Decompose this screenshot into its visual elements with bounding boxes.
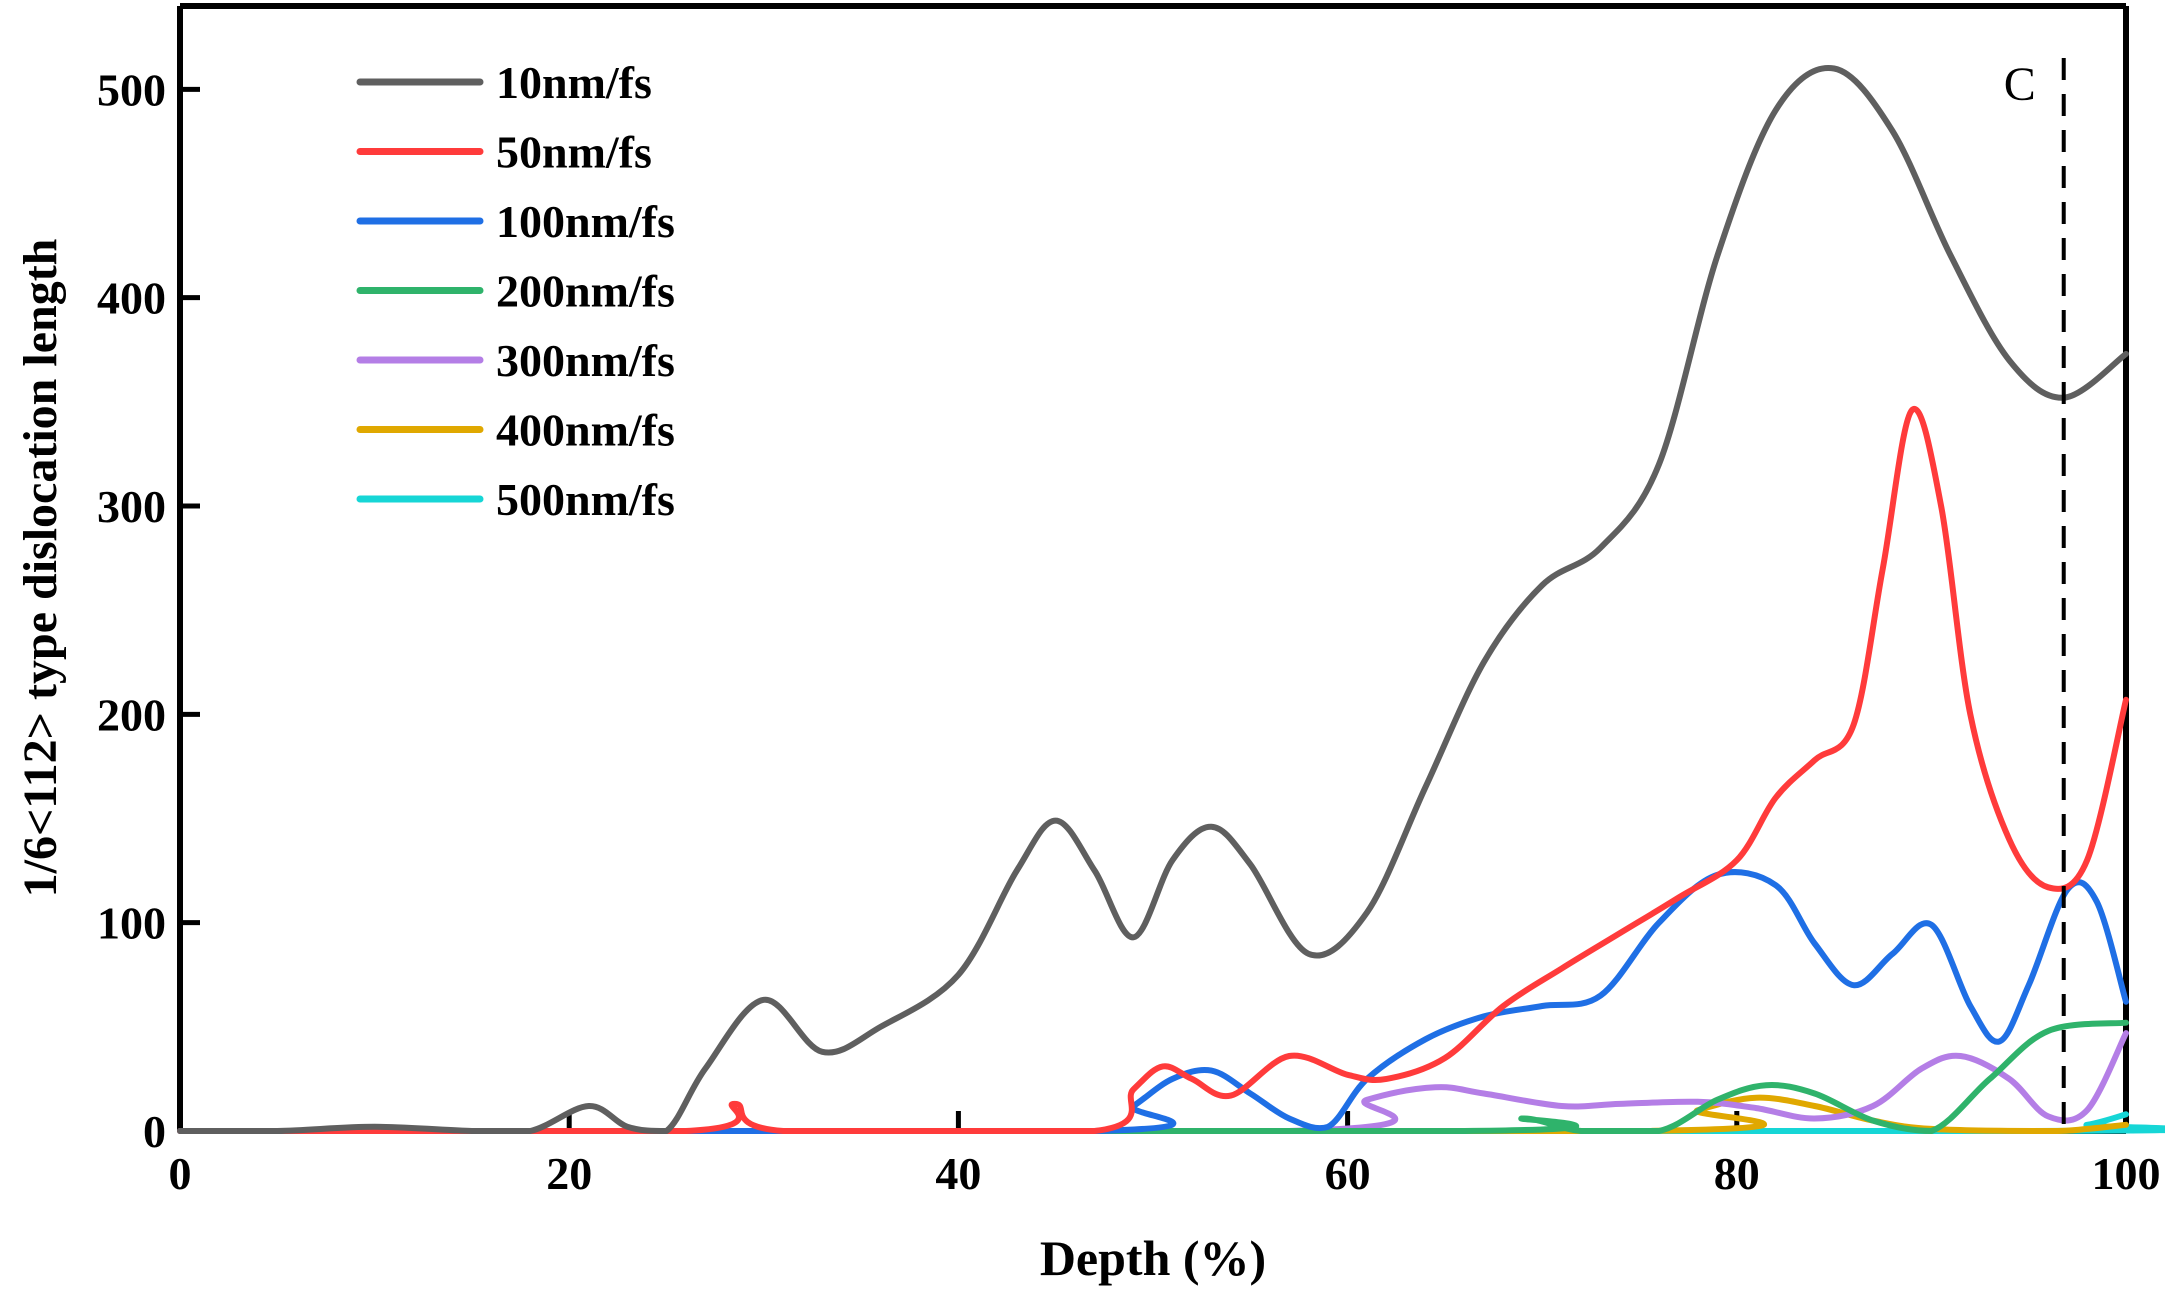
y-tick-label: 200 [97,689,166,740]
x-tick-label: 20 [546,1148,592,1199]
series-line-200nm-fs [177,1019,2129,1135]
series-layer [177,64,2165,1135]
legend-label: 10nm/fs [496,57,652,108]
legend: 10nm/fs 50nm/fs 100nm/fs 200nm/fs 300nm/fs 40… [356,57,675,525]
series-line-10nm-fs [177,64,2129,1135]
legend-label: 500nm/fs [496,474,675,525]
y-tick-label: 300 [97,481,166,532]
y-tick-label: 0 [143,1106,166,1157]
x-tick-label: 40 [935,1148,981,1199]
x-tick-label: 80 [1714,1148,1760,1199]
x-axis-title: Depth (%) [1040,1230,1266,1286]
y-tick-label: 400 [97,273,166,324]
legend-label: 300nm/fs [496,335,675,386]
legend-label: 200nm/fs [496,266,675,317]
legend-label: 400nm/fs [496,405,675,456]
y-axis-title: 1/6<112> type dislocation length [14,239,67,898]
y-tick-label: 500 [97,64,166,115]
annotation-label: C [2004,58,2036,111]
y-ticks: 0 100 200 300 400 500 [97,64,200,1157]
x-tick-label: 60 [1325,1148,1371,1199]
plot-frame [177,3,2129,1134]
y-tick-label: 100 [97,898,166,949]
legend-label: 100nm/fs [496,196,675,247]
x-tick-label: 100 [2092,1148,2161,1199]
annotation-c: C [2004,58,2066,1131]
series-line-50nm-fs [177,405,2129,1135]
legend-label: 50nm/fs [496,127,652,178]
x-tick-label: 0 [169,1148,192,1199]
